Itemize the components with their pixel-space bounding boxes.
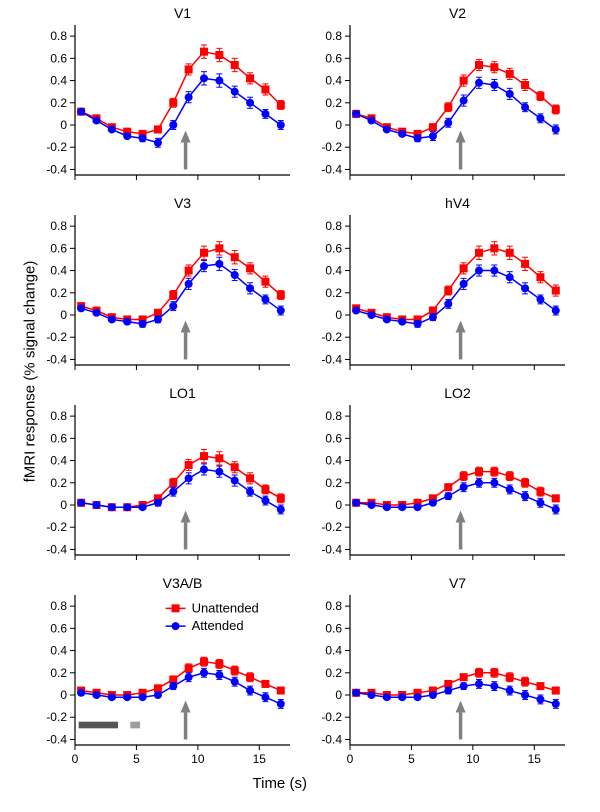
svg-text:0: 0 — [60, 688, 67, 702]
svg-text:-0.4: -0.4 — [46, 162, 67, 176]
svg-text:0: 0 — [335, 118, 342, 132]
svg-text:0: 0 — [335, 688, 342, 702]
svg-text:0.2: 0.2 — [50, 96, 67, 110]
panel-title: hV4 — [350, 195, 565, 211]
svg-text:-0.2: -0.2 — [46, 710, 67, 724]
svg-text:-0.2: -0.2 — [321, 140, 342, 154]
svg-text:0.2: 0.2 — [325, 286, 342, 300]
panel-hV4: -0.4-0.200.20.40.60.8 — [350, 215, 567, 367]
svg-text:0: 0 — [60, 118, 67, 132]
svg-text:0.8: 0.8 — [325, 599, 342, 613]
svg-text:0: 0 — [72, 752, 79, 766]
svg-text:0.8: 0.8 — [50, 409, 67, 423]
svg-text:0.6: 0.6 — [50, 621, 67, 635]
svg-text:0.6: 0.6 — [50, 241, 67, 255]
figure: V1-0.4-0.200.20.40.60.8V2-0.4-0.200.20.4… — [0, 0, 600, 812]
panel-V2: -0.4-0.200.20.40.60.8 — [350, 25, 567, 177]
svg-text:0.6: 0.6 — [50, 431, 67, 445]
svg-text:0: 0 — [60, 308, 67, 322]
svg-text:15: 15 — [528, 752, 542, 766]
svg-text:0.4: 0.4 — [325, 454, 342, 468]
svg-text:0.4: 0.4 — [325, 264, 342, 278]
svg-text:-0.4: -0.4 — [46, 352, 67, 366]
svg-text:0.8: 0.8 — [50, 599, 67, 613]
svg-text:0: 0 — [347, 752, 354, 766]
panel-V1: -0.4-0.200.20.40.60.8 — [75, 25, 292, 177]
svg-text:0.4: 0.4 — [325, 644, 342, 658]
svg-text:0: 0 — [335, 308, 342, 322]
panel-LO2: -0.4-0.200.20.40.60.8 — [350, 405, 567, 557]
svg-text:0.4: 0.4 — [50, 74, 67, 88]
panel-title: LO2 — [350, 385, 565, 401]
svg-text:0.4: 0.4 — [50, 454, 67, 468]
svg-text:-0.4: -0.4 — [46, 542, 67, 556]
panel-V7: -0.4-0.200.20.40.60.8051015 — [350, 595, 567, 747]
svg-text:0.4: 0.4 — [50, 644, 67, 658]
panel-title: V2 — [350, 5, 565, 21]
svg-text:0: 0 — [335, 498, 342, 512]
svg-text:-0.4: -0.4 — [321, 352, 342, 366]
svg-text:0.6: 0.6 — [50, 51, 67, 65]
svg-text:0.4: 0.4 — [325, 74, 342, 88]
svg-text:0.2: 0.2 — [50, 286, 67, 300]
svg-text:0.2: 0.2 — [325, 476, 342, 490]
svg-text:0.6: 0.6 — [325, 431, 342, 445]
y-axis-label: fMRI response (% signal change) — [22, 241, 39, 501]
svg-text:-0.4: -0.4 — [46, 732, 67, 746]
svg-text:0.2: 0.2 — [50, 666, 67, 680]
x-axis-label: Time (s) — [253, 775, 307, 792]
panel-title: V7 — [350, 575, 565, 591]
svg-text:10: 10 — [191, 752, 205, 766]
svg-text:Unattended: Unattended — [192, 600, 259, 615]
svg-text:0.8: 0.8 — [325, 409, 342, 423]
svg-text:-0.2: -0.2 — [321, 330, 342, 344]
svg-text:0.8: 0.8 — [50, 219, 67, 233]
svg-text:-0.4: -0.4 — [321, 542, 342, 556]
svg-text:0.6: 0.6 — [325, 51, 342, 65]
panel-LO1: -0.4-0.200.20.40.60.8 — [75, 405, 292, 557]
panel-V3A/B: -0.4-0.200.20.40.60.8051015UnattendedAtt… — [75, 595, 292, 747]
svg-text:0.8: 0.8 — [50, 29, 67, 43]
svg-text:-0.2: -0.2 — [46, 520, 67, 534]
svg-text:0.2: 0.2 — [325, 96, 342, 110]
svg-text:0.6: 0.6 — [325, 241, 342, 255]
svg-text:0.8: 0.8 — [325, 219, 342, 233]
svg-text:10: 10 — [466, 752, 480, 766]
svg-text:0: 0 — [60, 498, 67, 512]
svg-text:-0.2: -0.2 — [46, 140, 67, 154]
svg-text:-0.2: -0.2 — [46, 330, 67, 344]
svg-text:-0.4: -0.4 — [321, 162, 342, 176]
svg-text:0.8: 0.8 — [325, 29, 342, 43]
svg-text:-0.4: -0.4 — [321, 732, 342, 746]
panel-title: V3A/B — [75, 575, 290, 591]
svg-text:-0.2: -0.2 — [321, 520, 342, 534]
panel-title: LO1 — [75, 385, 290, 401]
svg-text:0.4: 0.4 — [50, 264, 67, 278]
panel-V3: -0.4-0.200.20.40.60.8 — [75, 215, 292, 367]
svg-text:15: 15 — [253, 752, 267, 766]
svg-text:0.2: 0.2 — [325, 666, 342, 680]
svg-text:-0.2: -0.2 — [321, 710, 342, 724]
svg-text:0.6: 0.6 — [325, 621, 342, 635]
svg-text:Attended: Attended — [192, 618, 244, 633]
svg-text:5: 5 — [133, 752, 140, 766]
svg-text:5: 5 — [408, 752, 415, 766]
panel-title: V1 — [75, 5, 290, 21]
svg-text:0.2: 0.2 — [50, 476, 67, 490]
panel-title: V3 — [75, 195, 290, 211]
